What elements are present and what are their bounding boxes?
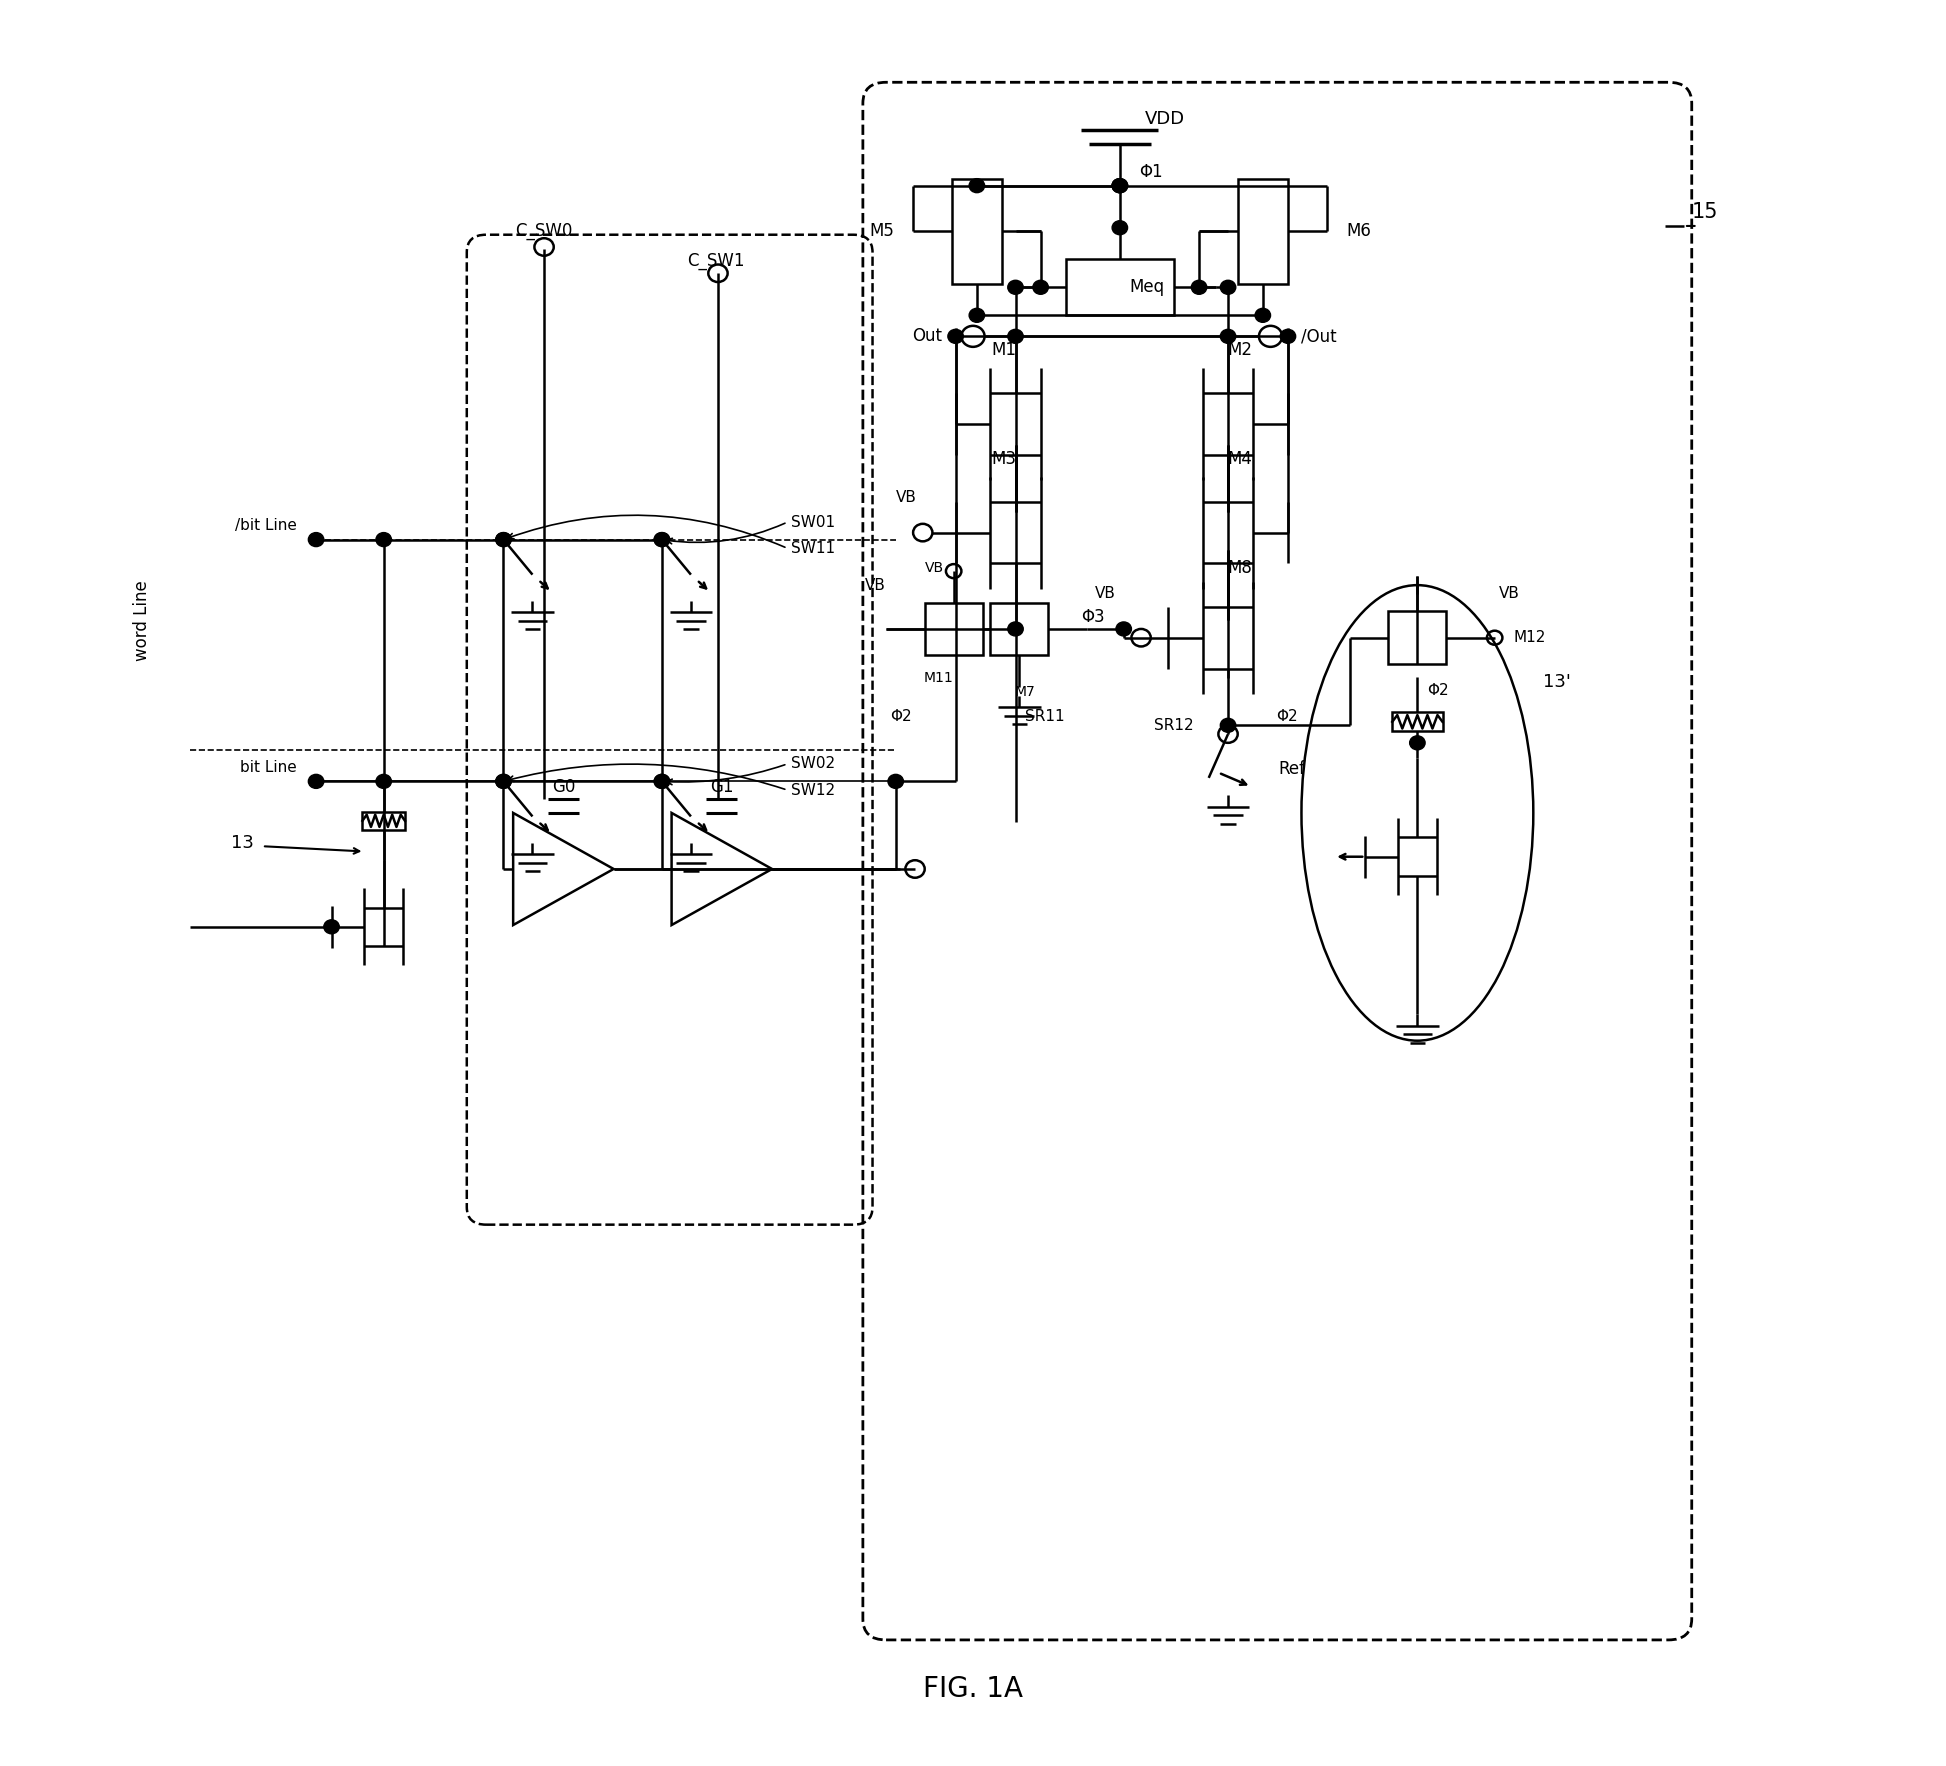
Text: /bit Line: /bit Line <box>235 517 296 533</box>
Circle shape <box>1111 178 1127 192</box>
Text: VB: VB <box>1498 586 1520 602</box>
Circle shape <box>1191 281 1207 295</box>
Text: Φ2: Φ2 <box>889 710 911 724</box>
Circle shape <box>969 309 985 323</box>
Polygon shape <box>514 812 613 925</box>
Circle shape <box>887 774 903 788</box>
Circle shape <box>948 328 963 343</box>
Text: M11: M11 <box>922 671 954 685</box>
Text: M6: M6 <box>1347 223 1370 240</box>
Text: M2: M2 <box>1228 341 1251 358</box>
Bar <box>1387 611 1446 664</box>
Bar <box>1238 178 1288 284</box>
Circle shape <box>1220 719 1236 733</box>
Text: M8: M8 <box>1228 558 1251 577</box>
Circle shape <box>1220 281 1236 295</box>
Circle shape <box>307 533 323 547</box>
Text: SR11: SR11 <box>1026 710 1064 724</box>
Text: M5: M5 <box>870 223 893 240</box>
Text: VB: VB <box>924 560 944 574</box>
Text: VB: VB <box>895 489 917 505</box>
Text: G1: G1 <box>710 777 734 796</box>
Text: Ref: Ref <box>1279 759 1306 779</box>
Text: bit Line: bit Line <box>239 759 296 775</box>
Text: SR12: SR12 <box>1154 717 1193 733</box>
Bar <box>991 602 1049 655</box>
Text: M4: M4 <box>1228 450 1251 468</box>
Circle shape <box>1111 178 1127 192</box>
Circle shape <box>496 774 512 788</box>
Circle shape <box>496 533 512 547</box>
Circle shape <box>1008 622 1024 636</box>
Circle shape <box>376 533 391 547</box>
Circle shape <box>1008 328 1024 343</box>
Circle shape <box>496 533 512 547</box>
Circle shape <box>1280 328 1296 343</box>
Bar <box>362 812 405 830</box>
Circle shape <box>496 774 512 788</box>
Text: C_SW0: C_SW0 <box>516 223 572 240</box>
Text: VDD: VDD <box>1144 109 1185 129</box>
Circle shape <box>654 533 669 547</box>
Text: M3: M3 <box>991 450 1016 468</box>
Bar <box>1391 712 1442 731</box>
Circle shape <box>1255 309 1271 323</box>
Circle shape <box>376 774 391 788</box>
Circle shape <box>1033 281 1049 295</box>
Circle shape <box>654 774 669 788</box>
Circle shape <box>1409 736 1424 751</box>
Text: Meq: Meq <box>1129 279 1164 297</box>
Text: Φ2: Φ2 <box>1426 683 1448 698</box>
Text: G0: G0 <box>553 777 576 796</box>
Text: FIG. 1A: FIG. 1A <box>922 1674 1024 1702</box>
Text: C_SW1: C_SW1 <box>687 253 745 270</box>
Text: SW01: SW01 <box>792 514 835 530</box>
Text: 13: 13 <box>232 834 255 851</box>
Text: Φ3: Φ3 <box>1080 608 1105 625</box>
Circle shape <box>654 774 669 788</box>
Text: SW11: SW11 <box>792 540 835 556</box>
Bar <box>924 602 983 655</box>
Circle shape <box>307 774 323 788</box>
Text: SW02: SW02 <box>792 756 835 772</box>
Text: Out: Out <box>913 327 942 346</box>
Circle shape <box>969 178 985 192</box>
Circle shape <box>654 533 669 547</box>
Polygon shape <box>671 812 773 925</box>
Bar <box>1066 260 1173 316</box>
Circle shape <box>1111 221 1127 235</box>
Text: M1: M1 <box>991 341 1016 358</box>
Text: Φ1: Φ1 <box>1138 162 1164 180</box>
Text: M12: M12 <box>1514 630 1547 645</box>
Bar <box>952 178 1002 284</box>
Text: 13': 13' <box>1543 673 1570 691</box>
Ellipse shape <box>1302 585 1533 1040</box>
Text: VB: VB <box>1096 586 1115 602</box>
Text: /Out: /Out <box>1302 327 1337 346</box>
Text: Φ2: Φ2 <box>1277 710 1298 724</box>
Circle shape <box>1111 178 1127 192</box>
Text: SW12: SW12 <box>792 782 835 798</box>
Text: 15: 15 <box>1691 201 1718 223</box>
Text: M7: M7 <box>1014 685 1035 699</box>
Circle shape <box>1008 281 1024 295</box>
Circle shape <box>323 920 339 934</box>
Text: word Line: word Line <box>132 579 152 660</box>
Circle shape <box>1220 328 1236 343</box>
Text: VB: VB <box>866 577 885 593</box>
Circle shape <box>1115 622 1131 636</box>
